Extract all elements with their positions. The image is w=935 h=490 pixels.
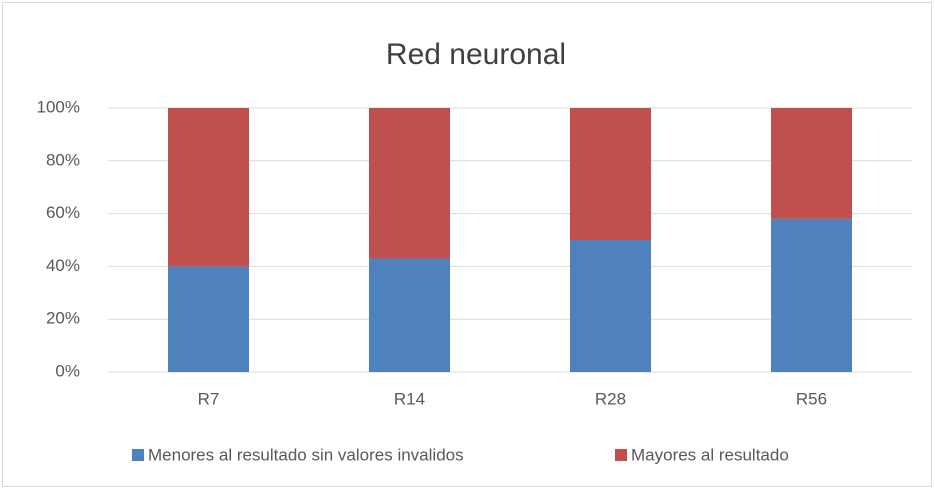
y-tick-label: 20% [46, 309, 80, 328]
bar-segment [570, 108, 651, 240]
legend-label: Menores al resultado sin valores invalid… [148, 445, 464, 464]
bar-segment [369, 258, 450, 372]
bar-segment [168, 108, 249, 267]
x-tick-label: R28 [595, 389, 626, 408]
bar-segment [771, 108, 852, 219]
x-tick-label: R7 [198, 389, 220, 408]
bar-segment [168, 266, 249, 372]
y-tick-label: 40% [46, 256, 80, 275]
y-tick-label: 80% [46, 150, 80, 169]
legend-swatch [615, 449, 627, 461]
y-tick-label: 0% [55, 361, 80, 380]
legend-swatch [132, 449, 144, 461]
x-tick-label: R56 [796, 389, 827, 408]
bar-segment [771, 218, 852, 372]
y-tick-label: 100% [37, 97, 80, 116]
y-tick-label: 60% [46, 203, 80, 222]
legend-label: Mayores al resultado [631, 445, 789, 464]
chart-title: Red neuronal [386, 38, 566, 71]
x-tick-label: R14 [394, 389, 425, 408]
bar-segment [570, 240, 651, 372]
bar-segment [369, 108, 450, 259]
